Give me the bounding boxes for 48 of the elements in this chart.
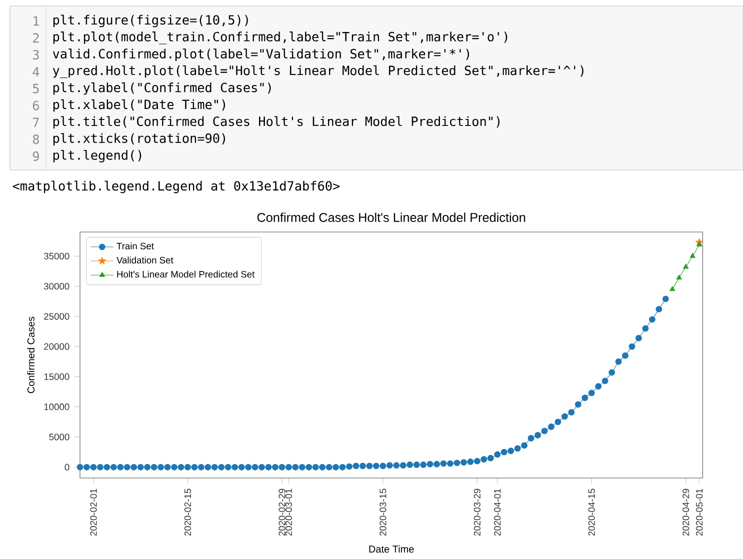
legend-label: Validation Set (116, 256, 174, 264)
y-tick-label: 30000 (44, 282, 70, 290)
text: 5 (32, 84, 39, 94)
x-tick-label: 2020-03-01 (285, 488, 292, 536)
y-tick-label: 35000 (44, 252, 70, 260)
point (690, 252, 696, 258)
text: plt.plot(model_train.Confirmed,label="Train Set",marker='o') (53, 32, 508, 44)
point (696, 241, 702, 246)
text: plt.xlabel("Date Time") (53, 99, 226, 112)
x-tick-label: 2020-02-01 (90, 488, 97, 536)
y-tick-label: 20000 (44, 343, 70, 350)
text: plt.xticks(rotation=90) (53, 133, 226, 146)
text: <matplotlib.legend.Legend at 0x13e1d7abf60> (12, 180, 340, 194)
text: valid.Confirmed.plot(label="Validation Set",marker='*') (52, 48, 470, 61)
x-tick-label: 2020-04-01 (494, 488, 501, 536)
point (683, 264, 689, 269)
text: plt.title("Confirmed Cases Holt's Linear Model Prediction") (53, 116, 500, 129)
text: plt.ylabel("Confirmed Cases") (53, 82, 271, 95)
x-tick-label: 2020-04-15 (588, 488, 595, 536)
text: 3 (32, 50, 39, 60)
y-tick-label: 25000 (44, 313, 70, 320)
text: y_pred.Holt.plot(label="Holt's Linear Model Predicted Set",marker='^') (52, 65, 584, 78)
y-tick-label: 5000 (49, 434, 70, 440)
x-tick-label: 2020-02-29 (278, 488, 286, 536)
x-tick-label: 2020-05-01 (696, 488, 703, 536)
text: 2 (33, 33, 39, 43)
y-axis-title: Confirmed Cases (27, 316, 35, 394)
y-tick-label: 15000 (44, 373, 70, 380)
text: 1 (34, 16, 39, 26)
point (676, 274, 682, 280)
text: 7 (32, 118, 39, 128)
text: 4 (32, 67, 40, 76)
text: 9 (32, 151, 39, 161)
y-tick-label: 0 (64, 464, 70, 470)
x-tick-label: 2020-03-29 (474, 488, 480, 536)
x-tick-label: 2020-04-29 (682, 488, 690, 536)
x-tick-label: 2020-03-15 (380, 488, 386, 536)
legend-label: Holt's Linear Model Predicted Set (117, 270, 255, 278)
text: plt.legend() (53, 150, 142, 162)
x-axis-title: Date Time (369, 545, 414, 553)
point (670, 286, 676, 292)
legend-label: Train Set (116, 242, 154, 250)
x-tick-label: 2020-02-15 (184, 488, 192, 536)
chart-title: Confirmed Cases Holt's Linear Model Prediction (257, 212, 526, 222)
text: 6 (32, 100, 39, 110)
y-tick-label: 10000 (44, 404, 70, 410)
text: 8 (32, 134, 39, 144)
text: plt.figure(figsize=(10,5)) (53, 14, 248, 28)
